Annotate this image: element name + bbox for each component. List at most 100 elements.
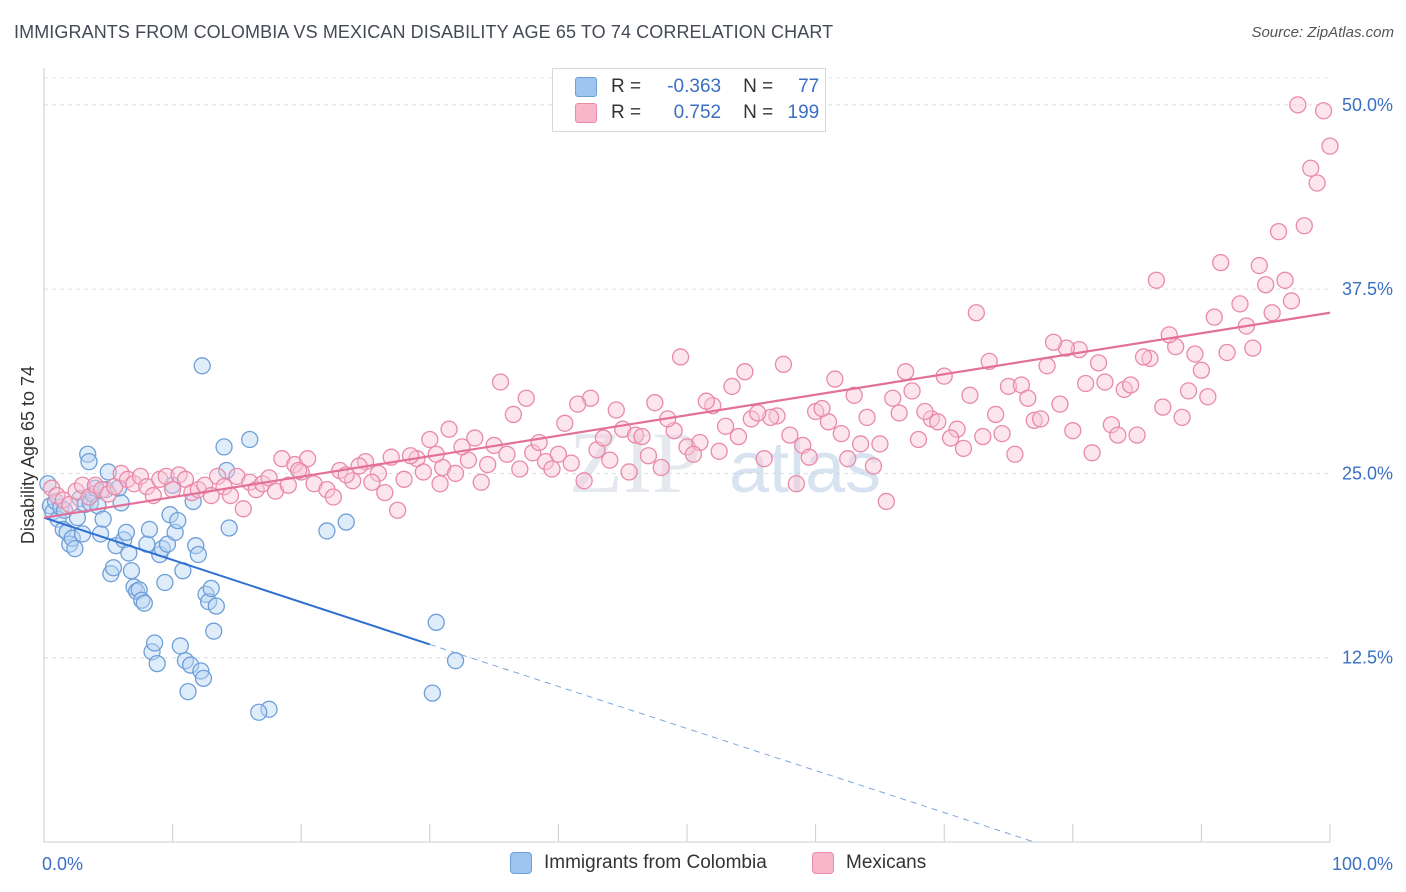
point-0-79 bbox=[250, 703, 268, 721]
point-0-27 bbox=[104, 559, 123, 577]
point-1-156 bbox=[839, 450, 857, 468]
point-0-62 bbox=[194, 669, 213, 688]
point-1-99 bbox=[1064, 422, 1082, 440]
point-1-132 bbox=[1147, 271, 1166, 289]
point-1-189 bbox=[414, 463, 433, 481]
point-1-137 bbox=[1083, 444, 1101, 462]
point-0-39 bbox=[135, 594, 153, 612]
point-1-15 bbox=[138, 478, 156, 496]
point-1-11 bbox=[112, 464, 130, 483]
point-1-128 bbox=[1199, 388, 1217, 406]
series-legend: Immigrants from Colombia Mexicans bbox=[0, 852, 1406, 878]
point-0-11 bbox=[66, 539, 84, 558]
point-1-43 bbox=[343, 472, 362, 490]
point-1-122 bbox=[1314, 102, 1333, 120]
legend-item-colombia[interactable]: Immigrants from Colombia bbox=[510, 852, 767, 874]
source-label[interactable]: Source: ZipAtlas.com bbox=[1251, 24, 1394, 41]
point-1-131 bbox=[1160, 326, 1178, 344]
point-1-129 bbox=[1186, 345, 1204, 363]
point-1-121 bbox=[1302, 159, 1320, 177]
point-1-151 bbox=[903, 382, 921, 400]
x-tick-label-1: 100.0% bbox=[1332, 854, 1393, 874]
point-0-78 bbox=[423, 684, 442, 702]
point-0-34 bbox=[122, 562, 141, 580]
point-1-133 bbox=[1134, 348, 1153, 366]
point-0-17 bbox=[80, 452, 98, 471]
point-0-53 bbox=[171, 637, 189, 655]
point-1-37 bbox=[279, 476, 297, 494]
point-1-49 bbox=[421, 430, 439, 449]
point-1-161 bbox=[774, 355, 793, 373]
point-1-193 bbox=[363, 473, 381, 491]
legend-r-label: R = bbox=[611, 76, 642, 97]
trend-line-colombia-extension bbox=[429, 643, 1035, 843]
point-1-140 bbox=[1044, 333, 1063, 351]
legend-row-mexicans: R = 0.752 N = 199 bbox=[575, 100, 819, 126]
point-0-75 bbox=[337, 513, 355, 531]
point-1-124 bbox=[1263, 304, 1281, 322]
point-0-10 bbox=[63, 529, 81, 547]
point-1-77 bbox=[781, 426, 799, 444]
y-axis-label: Disability Age 65 to 74 bbox=[18, 366, 38, 544]
point-1-165 bbox=[723, 377, 741, 396]
point-1-127 bbox=[1212, 253, 1230, 272]
point-1-143 bbox=[1006, 445, 1024, 463]
point-1-130 bbox=[1173, 408, 1191, 427]
watermark-atlas: atlas bbox=[729, 428, 881, 508]
point-1-84 bbox=[871, 435, 889, 453]
point-1-152 bbox=[890, 404, 908, 422]
point-1-61 bbox=[575, 472, 593, 490]
point-0-66 bbox=[205, 622, 223, 640]
point-1-83 bbox=[858, 408, 876, 427]
point-1-167 bbox=[697, 392, 715, 410]
legend-n-value-mexicans: 199 bbox=[787, 102, 820, 123]
point-1-100 bbox=[1077, 374, 1095, 393]
axes bbox=[43, 68, 1331, 843]
point-1-120 bbox=[1289, 96, 1307, 114]
point-1-82 bbox=[845, 386, 863, 404]
point-1-174 bbox=[607, 401, 625, 419]
point-1-96 bbox=[1025, 411, 1043, 430]
legend-swatch-colombia bbox=[510, 852, 532, 874]
point-1-119 bbox=[1321, 137, 1339, 155]
point-1-109 bbox=[1192, 361, 1211, 379]
legend-r-label: R = bbox=[611, 102, 642, 123]
point-1-59 bbox=[549, 445, 568, 463]
legend-item-mexicans[interactable]: Mexicans bbox=[812, 852, 926, 874]
point-1-134 bbox=[1122, 376, 1140, 394]
legend-r-value-colombia: -0.363 bbox=[667, 76, 722, 97]
series-mexicans-points bbox=[43, 96, 1339, 519]
point-1-136 bbox=[1096, 373, 1114, 391]
point-1-162 bbox=[761, 408, 780, 427]
point-1-159 bbox=[800, 448, 818, 466]
point-1-196 bbox=[324, 488, 343, 506]
point-1-171 bbox=[646, 394, 664, 412]
point-0-47 bbox=[156, 573, 174, 592]
point-1-105 bbox=[1141, 349, 1159, 368]
point-0-72 bbox=[241, 430, 259, 449]
legend-row-colombia: R = -0.363 N = 77 bbox=[575, 74, 819, 100]
point-1-155 bbox=[851, 435, 870, 453]
point-1-14 bbox=[131, 467, 150, 486]
point-1-56 bbox=[511, 460, 529, 478]
y-tick-label-0: 12.5% bbox=[1342, 648, 1393, 668]
point-1-163 bbox=[749, 404, 767, 422]
point-0-25 bbox=[99, 463, 117, 481]
point-1-135 bbox=[1109, 426, 1127, 444]
point-1-147 bbox=[954, 439, 973, 458]
point-1-104 bbox=[1128, 426, 1146, 444]
trend-lines bbox=[43, 311, 1331, 843]
point-1-183 bbox=[491, 373, 510, 391]
point-1-166 bbox=[710, 442, 728, 460]
point-0-70 bbox=[220, 519, 238, 537]
point-1-154 bbox=[864, 457, 883, 475]
point-1-101 bbox=[1089, 354, 1108, 372]
point-1-184 bbox=[479, 455, 497, 474]
point-0-74 bbox=[318, 522, 336, 540]
point-1-173 bbox=[620, 463, 638, 481]
point-1-85 bbox=[884, 389, 902, 407]
legend-swatch-mexicans bbox=[575, 103, 597, 123]
trend-line-mexicans bbox=[43, 311, 1331, 519]
point-1-125 bbox=[1250, 256, 1268, 275]
